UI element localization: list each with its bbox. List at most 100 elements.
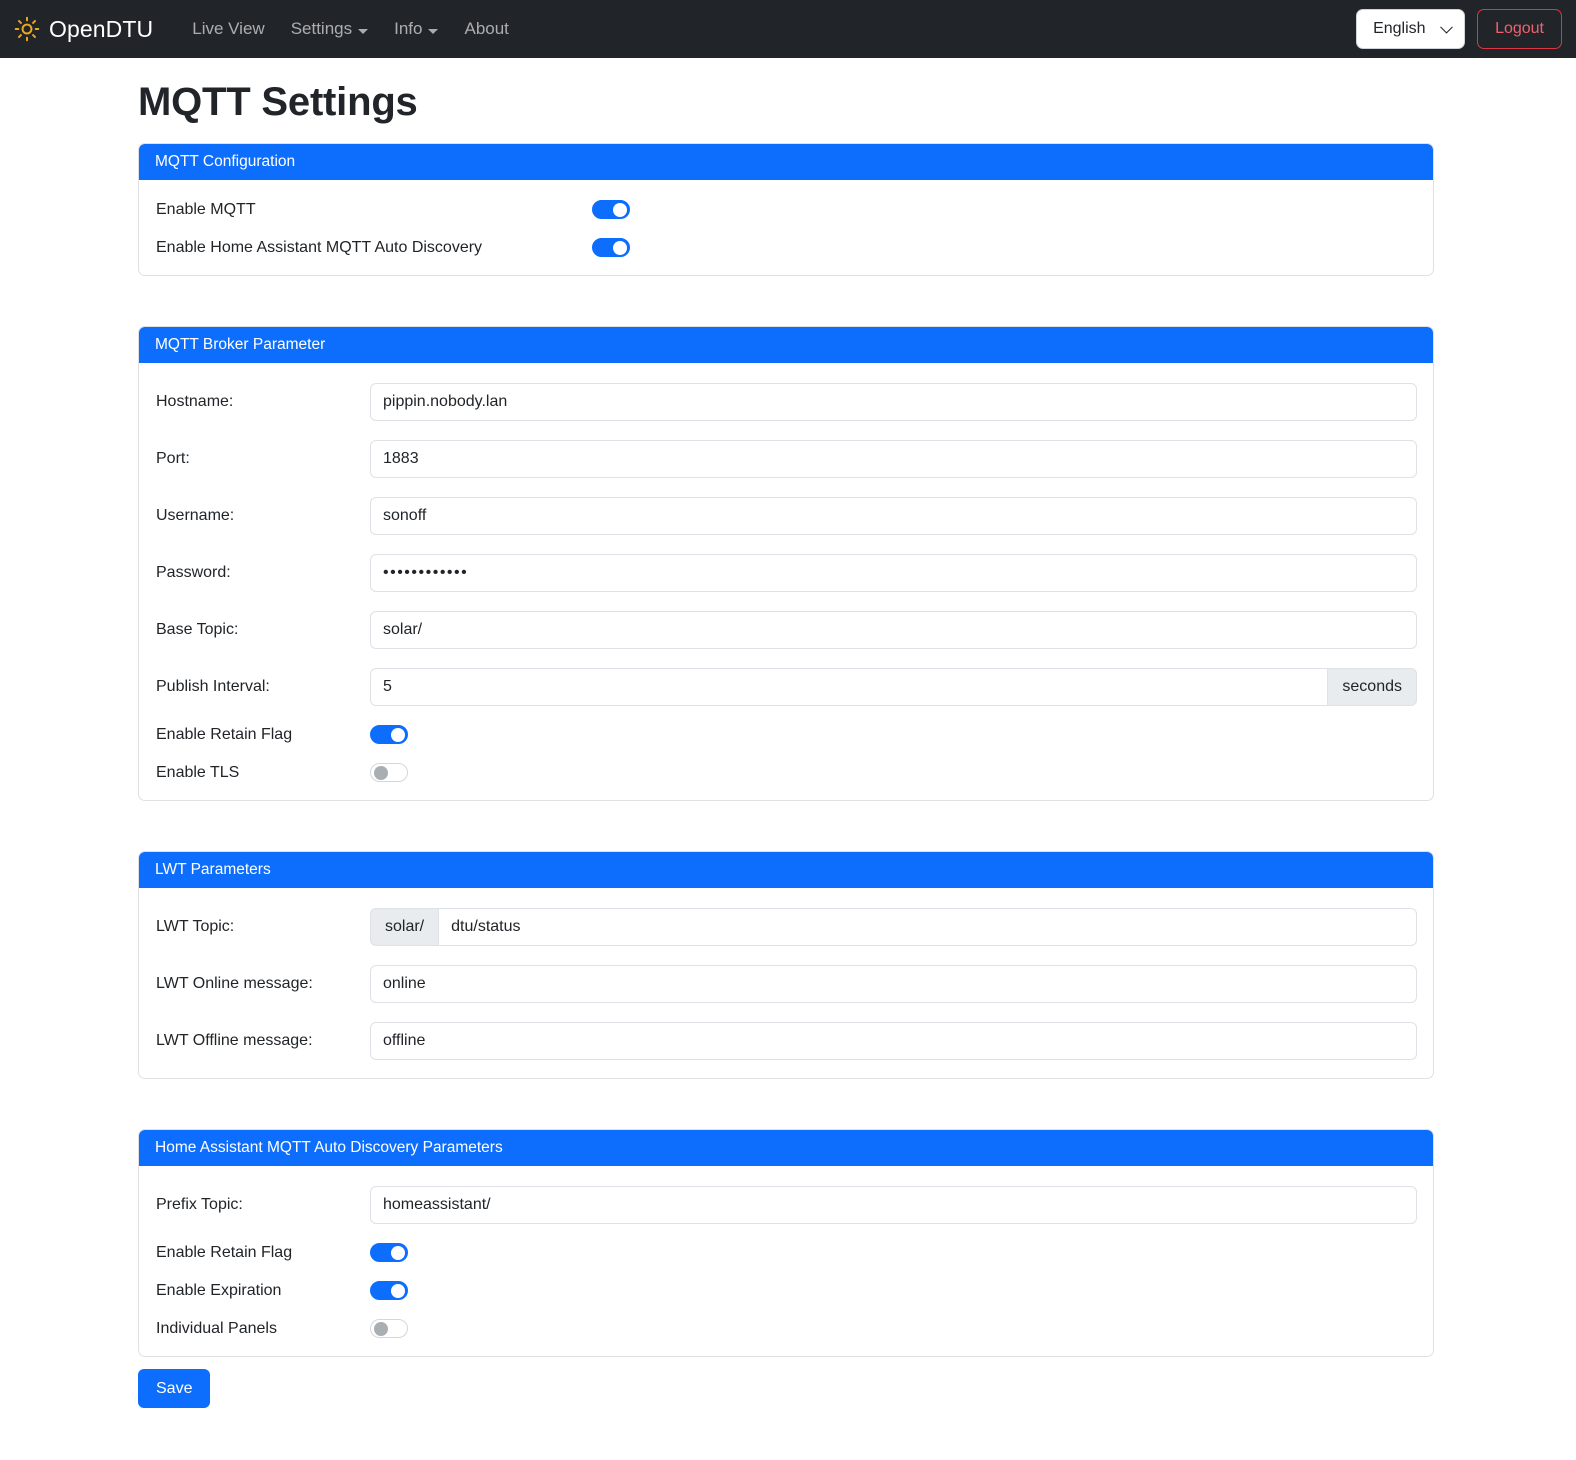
row-label: LWT Online message:	[156, 975, 313, 992]
publish-interval-group: seconds	[370, 668, 1417, 706]
nav-links: Live View Settings Info About	[179, 13, 522, 45]
row-port: Port:	[155, 440, 1417, 478]
save-button[interactable]: Save	[138, 1369, 211, 1409]
lwt-topic-input[interactable]	[438, 908, 1417, 946]
top-navbar: OpenDTU Live View Settings Info About En…	[0, 0, 1576, 58]
nav-item-info[interactable]: Info	[381, 13, 451, 45]
nav-item-settings[interactable]: Settings	[278, 13, 381, 45]
row-username: Username:	[155, 497, 1417, 535]
row-password: Password:	[155, 554, 1417, 592]
toggle-knob	[391, 1283, 405, 1298]
toggle-home-assistant-auto-discovery[interactable]	[592, 238, 630, 257]
row-label: Port:	[156, 450, 190, 467]
field	[370, 497, 1417, 535]
row-label: Publish Interval:	[156, 678, 270, 695]
card-header: MQTT Broker Parameter	[139, 327, 1433, 363]
brand-name: OpenDTU	[49, 15, 154, 42]
field: seconds	[370, 668, 1417, 706]
field	[592, 238, 1417, 257]
navbar-right-controls: English Logout	[1356, 0, 1562, 58]
row-hass-individual-panels: Individual Panels	[155, 1319, 1417, 1338]
field	[370, 1243, 1417, 1262]
base-topic-input[interactable]	[370, 611, 1417, 649]
row-enable-retain-flag: Enable Retain Flag	[155, 725, 1417, 744]
page-content: MQTT Settings MQTT Configuration Enable …	[0, 80, 1576, 1409]
toggle-enable-tls[interactable]	[370, 763, 408, 782]
field	[370, 1186, 1417, 1224]
nav-item-about[interactable]: About	[451, 13, 521, 45]
toggle-enable-retain-flag[interactable]	[370, 725, 408, 744]
prefix-topic-input[interactable]	[370, 1186, 1417, 1224]
publish-interval-unit: seconds	[1328, 668, 1417, 706]
row-label: LWT Topic:	[156, 918, 235, 935]
toggle-knob	[613, 240, 627, 255]
nav-item-label: Settings	[290, 19, 353, 38]
nav-item-live-view[interactable]: Live View	[179, 13, 277, 45]
card-home-assistant-auto-discovery-parameters: Home Assistant MQTT Auto Discovery Param…	[138, 1129, 1434, 1357]
row-publish-interval: Publish Interval: seconds	[155, 668, 1417, 706]
row-label: Prefix Topic:	[156, 1196, 243, 1213]
row-base-topic: Base Topic:	[155, 611, 1417, 649]
toggle-knob	[391, 1245, 405, 1260]
username-input[interactable]	[370, 497, 1417, 535]
brand-logo[interactable]: OpenDTU	[14, 16, 153, 43]
row-hostname: Hostname:	[155, 383, 1417, 421]
row-label: Enable Retain Flag	[156, 725, 293, 743]
row-lwt-topic: LWT Topic: solar/	[155, 908, 1417, 946]
page-title: MQTT Settings	[138, 80, 418, 124]
field	[370, 725, 1417, 744]
lwt-topic-prefix: solar/	[370, 908, 439, 946]
card-mqtt-configuration: MQTT Configuration Enable MQTT Enable Ho…	[138, 143, 1434, 276]
row-lwt-online-message: LWT Online message:	[155, 965, 1417, 1003]
logout-button[interactable]: Logout	[1477, 9, 1562, 49]
field	[370, 1281, 1417, 1300]
row-label: Username:	[156, 507, 235, 524]
row-label: Base Topic:	[156, 621, 239, 638]
toggle-hass-enable-expiration[interactable]	[370, 1281, 408, 1300]
toggle-knob	[391, 727, 405, 742]
row-enable-tls: Enable TLS	[155, 763, 1417, 782]
card-header: MQTT Configuration	[139, 144, 1433, 180]
card-body: Hostname: Port: Username:	[139, 363, 1433, 800]
row-label: Enable TLS	[156, 763, 240, 781]
nav-item-label: Live View	[192, 19, 265, 38]
row-hass-enable-retain-flag: Enable Retain Flag	[155, 1243, 1417, 1262]
field	[370, 440, 1417, 478]
row-lwt-offline-message: LWT Offline message:	[155, 1022, 1417, 1060]
card-lwt-parameters: LWT Parameters LWT Topic: solar/ LWT Onl…	[138, 851, 1434, 1079]
row-prefix-topic: Prefix Topic:	[155, 1186, 1417, 1224]
toggle-knob	[373, 765, 388, 780]
save-button-wrapper: Save	[138, 1369, 1438, 1409]
sun-icon	[14, 16, 40, 42]
nav-item-label: About	[464, 19, 509, 38]
card-mqtt-broker-parameter: MQTT Broker Parameter Hostname: Port: Us…	[138, 326, 1434, 801]
lwt-online-message-input[interactable]	[370, 965, 1417, 1003]
toggle-hass-individual-panels[interactable]	[370, 1319, 408, 1338]
row-label: Hostname:	[156, 393, 234, 410]
field	[370, 763, 1417, 782]
row-label: Enable Retain Flag	[156, 1243, 293, 1261]
publish-interval-input[interactable]	[370, 668, 1329, 706]
hostname-input[interactable]	[370, 383, 1417, 421]
language-select[interactable]: English	[1356, 9, 1466, 49]
row-hass-enable-expiration: Enable Expiration	[155, 1281, 1417, 1300]
port-input[interactable]	[370, 440, 1417, 478]
toggle-hass-enable-retain-flag[interactable]	[370, 1243, 408, 1262]
card-body: Prefix Topic: Enable Retain Flag Enable …	[139, 1166, 1433, 1356]
card-body: Enable MQTT Enable Home Assistant MQTT A…	[139, 180, 1433, 275]
language-select-wrapper: English	[1356, 9, 1466, 49]
lwt-offline-message-input[interactable]	[370, 1022, 1417, 1060]
field	[370, 1319, 1417, 1338]
field	[370, 554, 1417, 592]
toggle-enable-mqtt[interactable]	[592, 200, 630, 219]
row-enable-mqtt: Enable MQTT	[155, 200, 1417, 219]
row-label: LWT Offline message:	[156, 1032, 313, 1049]
field	[370, 611, 1417, 649]
field: solar/	[370, 908, 1417, 946]
row-label: Enable Expiration	[156, 1281, 282, 1299]
row-label: Enable MQTT	[156, 200, 256, 218]
field	[370, 965, 1417, 1003]
field	[370, 383, 1417, 421]
password-input[interactable]	[370, 554, 1417, 592]
chevron-down-icon	[428, 28, 439, 34]
